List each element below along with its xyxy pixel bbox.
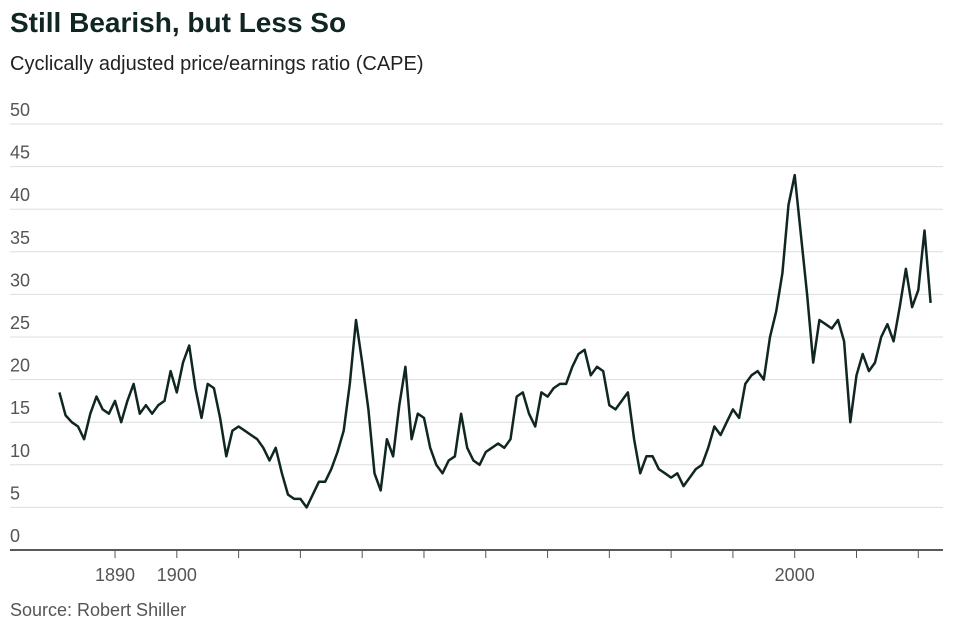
y-tick-label: 15 [10, 398, 30, 418]
y-tick-label: 50 [10, 100, 30, 120]
x-tick-label: 1890 [95, 565, 135, 585]
y-tick-label: 10 [10, 441, 30, 461]
y-tick-label: 35 [10, 228, 30, 248]
y-tick-label: 25 [10, 313, 30, 333]
y-tick-label: 0 [10, 526, 20, 546]
chart-subtitle: Cyclically adjusted price/earnings ratio… [10, 53, 424, 75]
y-tick-label: 5 [10, 483, 20, 503]
x-tick-label: 2000 [775, 565, 815, 585]
source: Source: Robert Shiller [10, 600, 186, 620]
x-tick-label: 1900 [157, 565, 197, 585]
y-tick-label: 40 [10, 185, 30, 205]
chart-title: Still Bearish, but Less So [10, 7, 346, 38]
y-tick-label: 30 [10, 270, 30, 290]
y-tick-label: 20 [10, 356, 30, 376]
y-tick-label: 45 [10, 143, 30, 163]
line [58, 173, 932, 509]
